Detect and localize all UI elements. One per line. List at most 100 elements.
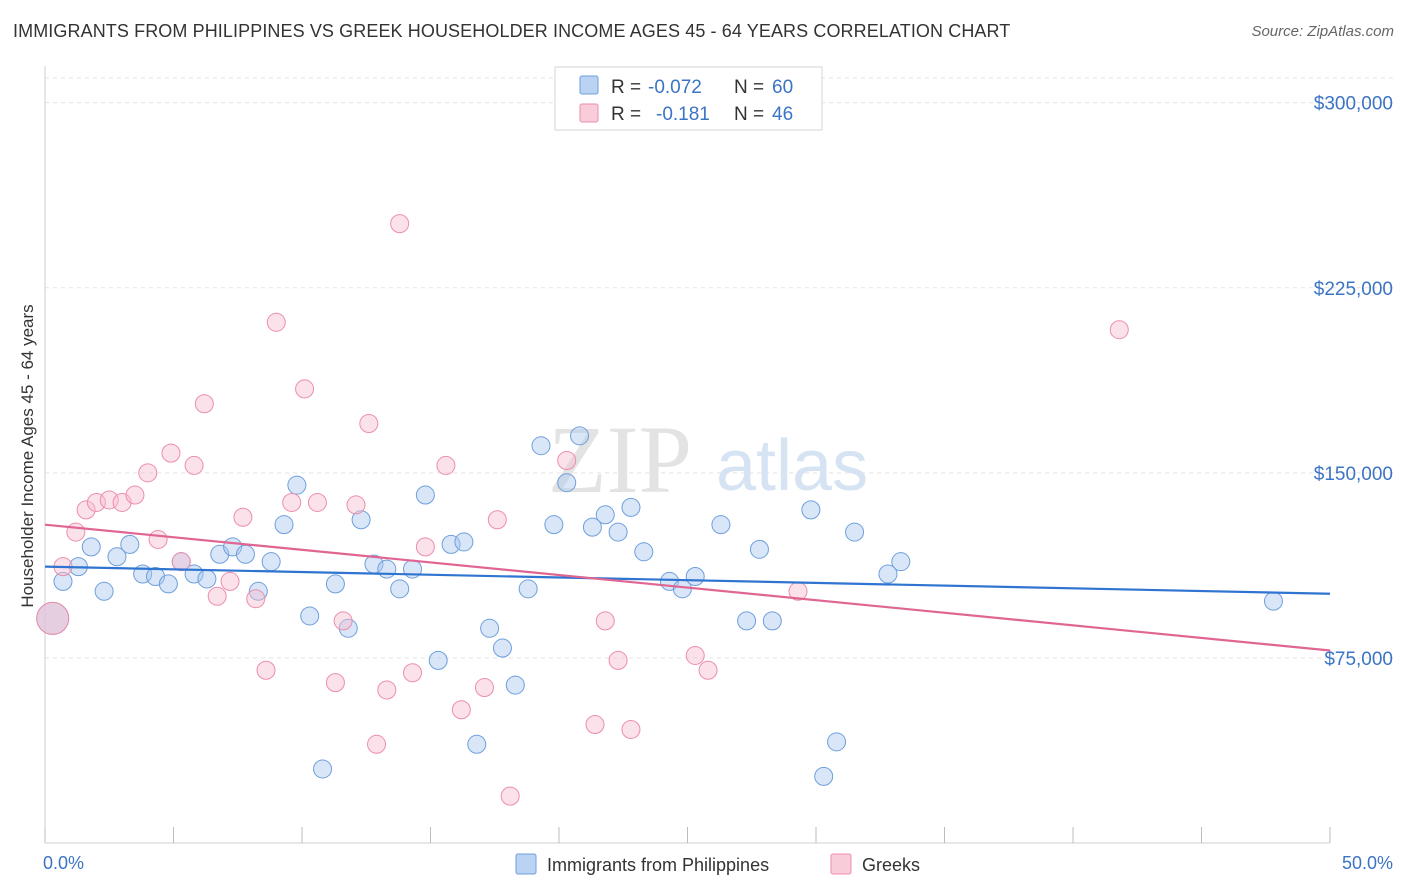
data-point [698,660,718,680]
data-point [66,522,86,542]
data-point [474,678,494,698]
stats-n-label-greeks: N = [734,104,764,125]
data-point [158,574,178,594]
legend-label-philippines: Immigrants from Philippines [547,855,769,875]
data-point [125,485,145,505]
data-point [266,312,286,332]
data-point [207,586,227,606]
data-point [801,500,821,520]
data-point [582,517,602,537]
trend-line-greeks [44,523,1331,652]
axes [44,66,1331,844]
chart-title: IMMIGRANTS FROM PHILIPPINES VS GREEK HOU… [13,21,1011,41]
chart-source: Source: ZipAtlas.com [1251,23,1394,40]
data-point [544,515,564,535]
stats-n-value-philippines: 60 [772,77,793,98]
data-point [325,574,345,594]
data-point [737,611,757,631]
data-point [762,611,782,631]
data-point [454,532,474,552]
data-point [248,581,268,601]
data-point [531,436,551,456]
data-point [307,492,327,512]
data-point [492,638,512,658]
data-points [36,214,1283,806]
data-point [184,455,204,475]
data-point [94,581,114,601]
data-point [194,394,214,414]
data-point [685,566,705,586]
data-point [621,497,641,517]
watermark-zip: ZIP [548,406,692,513]
stats-r-label-philippines: R = [611,77,641,98]
data-point [685,645,705,665]
data-point [467,734,487,754]
legend: Immigrants from Philippines Greeks [515,853,920,875]
data-point [367,734,387,754]
data-point [814,766,834,786]
data-point [197,569,217,589]
data-point [570,426,590,446]
series-points-greeks [36,214,1129,806]
data-point [235,544,255,564]
stats-box-frame [554,66,823,131]
data-point [487,510,507,530]
legend-label-greeks: Greeks [862,855,920,875]
legend-swatch-greeks [830,853,852,875]
y-tick-label-0: $75,000 [1324,649,1393,670]
data-point [120,534,140,554]
stats-r-value-philippines: -0.072 [648,77,702,98]
data-point [1263,591,1283,611]
data-point [608,522,628,542]
data-point [138,463,158,483]
data-point [81,537,101,557]
data-point [282,492,302,512]
y-tick-label-3: $300,000 [1314,94,1393,115]
data-point [325,673,345,693]
data-point [428,650,448,670]
data-point [233,507,253,527]
data-point [891,552,911,572]
data-point [274,515,294,535]
legend-swatch-philippines [515,853,537,875]
data-point [505,675,525,695]
data-point [107,547,127,567]
stats-swatch-greeks [579,103,599,123]
data-point [390,579,410,599]
stats-r-value-greeks: -0.181 [656,104,710,125]
data-point [220,571,240,591]
data-point [845,522,865,542]
data-point [377,680,397,700]
data-point [595,505,615,525]
y-tick-label-2: $225,000 [1314,279,1393,300]
trend-line-philippines [44,565,1331,595]
data-point [359,413,379,433]
stats-n-value-greeks: 46 [772,104,793,125]
data-point [171,552,191,572]
data-point [557,451,577,470]
data-point [148,529,168,549]
data-point [1109,320,1129,340]
data-point [300,606,320,626]
stats-swatch-philippines [579,75,599,95]
data-point [261,552,281,572]
data-point [403,663,423,683]
data-point [518,579,538,599]
y-tick-labels: $75,000 $150,000 $225,000 $300,000 [1314,94,1393,670]
data-point [333,611,353,631]
data-point [415,537,435,557]
data-point [287,475,307,495]
y-axis-label: Householder Income Ages 45 - 64 years [18,304,37,607]
data-point [711,515,731,535]
data-point [295,379,315,399]
data-point [585,715,605,735]
data-point [878,564,898,584]
data-point [246,589,266,609]
data-point [500,786,520,806]
data-point [634,542,654,562]
data-point [415,485,435,505]
data-point [480,618,500,638]
data-point [161,443,181,463]
data-point [621,719,641,739]
